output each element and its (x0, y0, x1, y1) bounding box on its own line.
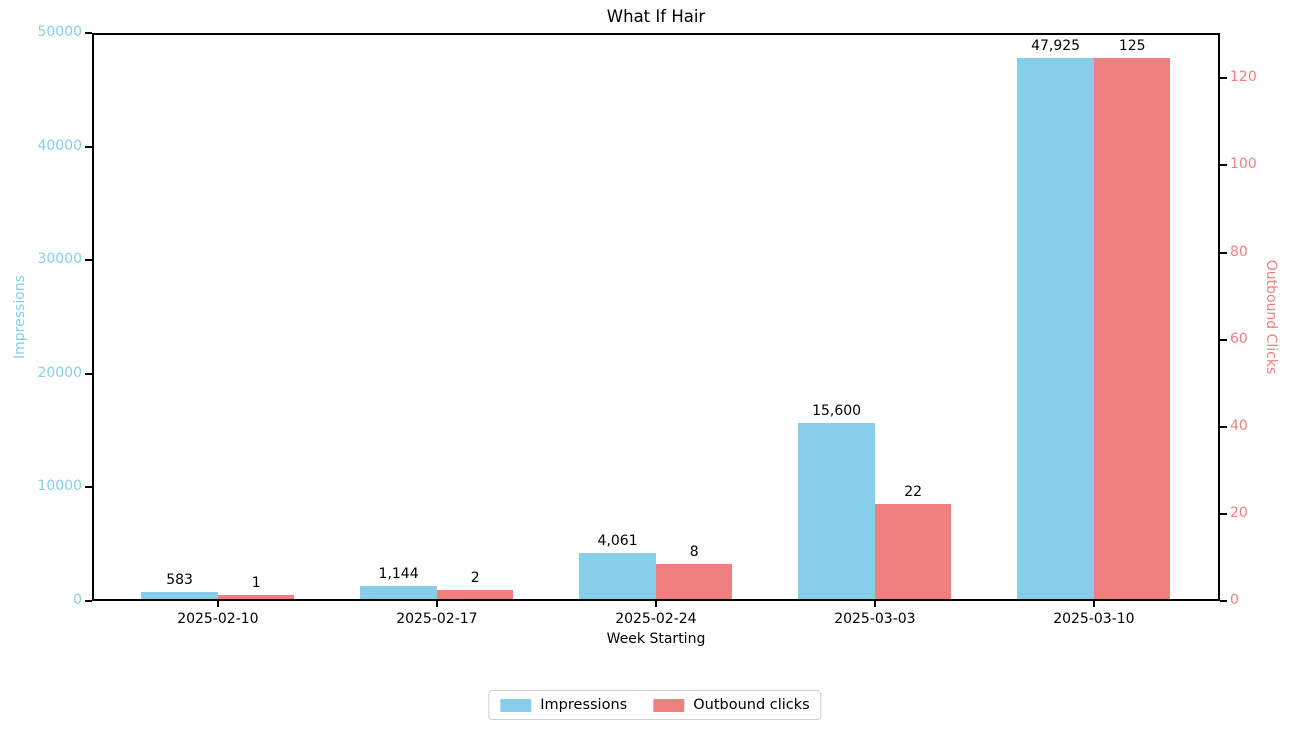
left-axis-title: Impressions (12, 275, 28, 359)
right-y-tick-label: 0 (1230, 592, 1239, 608)
plot-area: 583 1 1,144 2 4,061 8 15,600 22 47,925 125 (92, 33, 1220, 601)
chart-title: What If Hair (606, 7, 706, 26)
left-y-tick-mark (85, 259, 92, 262)
left-y-tick-mark (85, 145, 92, 148)
left-y-tick-mark (85, 32, 92, 34)
outbound-clicks-value-label: 22 (904, 483, 923, 500)
left-y-tick-label: 50000 (37, 24, 82, 40)
bar-outbound-clicks (874, 503, 952, 599)
bar-impressions (798, 423, 875, 599)
left-y-tick-mark (85, 600, 92, 602)
legend-item-outbound-clicks: Outbound clicks (653, 697, 810, 713)
outbound-clicks-swatch-icon (653, 698, 685, 712)
right-y-tick-mark (1220, 600, 1227, 602)
right-y-tick-label: 40 (1230, 417, 1248, 434)
bar-outbound-clicks (436, 590, 514, 599)
left-y-tick-label: 30000 (37, 251, 82, 268)
impressions-value-label: 47,925 (1031, 38, 1081, 55)
impressions-swatch-icon (500, 698, 532, 712)
impressions-value-label: 15,600 (812, 403, 862, 420)
x-tick-label: 2025-02-17 (396, 611, 478, 627)
bar-impressions (360, 586, 437, 599)
left-y-tick-label: 0 (73, 592, 82, 608)
impressions-value-label: 1,144 (378, 566, 419, 583)
x-axis-title: Week Starting (606, 631, 706, 647)
bar-outbound-clicks (1093, 58, 1171, 599)
outbound-clicks-value-label: 1 (251, 574, 261, 591)
x-tick-mark (435, 601, 438, 607)
bar-impressions (579, 553, 656, 599)
left-y-tick-label: 20000 (37, 364, 82, 381)
legend-label-impressions: Impressions (540, 697, 628, 713)
right-y-tick-mark (1220, 251, 1227, 254)
bars-layer: 583 1 1,144 2 4,061 8 15,600 22 47,925 125 (94, 35, 1218, 599)
outbound-clicks-value-label: 2 (470, 570, 480, 587)
x-tick-label: 2025-02-24 (615, 611, 697, 627)
right-y-tick-mark (1220, 512, 1227, 515)
x-tick-mark (216, 601, 219, 607)
impressions-value-label: 583 (166, 572, 193, 589)
right-y-tick-mark (1220, 77, 1227, 80)
x-tick-label: 2025-02-10 (177, 611, 259, 627)
left-y-tick-label: 10000 (37, 478, 82, 495)
right-y-tick-label: 20 (1230, 504, 1248, 521)
outbound-clicks-value-label: 125 (1118, 38, 1146, 55)
left-y-tick-mark (85, 486, 92, 489)
right-y-tick-mark (1220, 425, 1227, 428)
x-tick-mark (1092, 601, 1095, 607)
right-y-tick-label: 120 (1230, 69, 1257, 86)
legend: Impressions Outbound clicks (488, 690, 822, 720)
impressions-value-label: 4,061 (597, 533, 638, 550)
bar-impressions (141, 592, 218, 599)
right-y-tick-mark (1220, 338, 1227, 341)
legend-label-outbound-clicks: Outbound clicks (693, 697, 810, 713)
left-y-tick-label: 40000 (37, 137, 82, 154)
outbound-clicks-value-label: 8 (689, 544, 699, 561)
x-tick-mark (654, 601, 657, 607)
x-tick-mark (873, 601, 876, 607)
right-y-tick-label: 60 (1230, 330, 1248, 347)
right-y-tick-label: 80 (1230, 243, 1248, 260)
x-tick-label: 2025-03-10 (1053, 611, 1135, 627)
left-y-tick-mark (85, 372, 92, 375)
legend-item-impressions: Impressions (500, 697, 627, 713)
x-tick-label: 2025-03-03 (834, 611, 916, 627)
right-axis-title: Outbound Clicks (1263, 259, 1279, 375)
right-y-tick-mark (1220, 164, 1227, 167)
bar-impressions (1017, 58, 1094, 599)
bar-outbound-clicks (655, 564, 733, 599)
right-y-tick-label: 100 (1230, 156, 1257, 173)
bar-outbound-clicks (217, 594, 295, 599)
